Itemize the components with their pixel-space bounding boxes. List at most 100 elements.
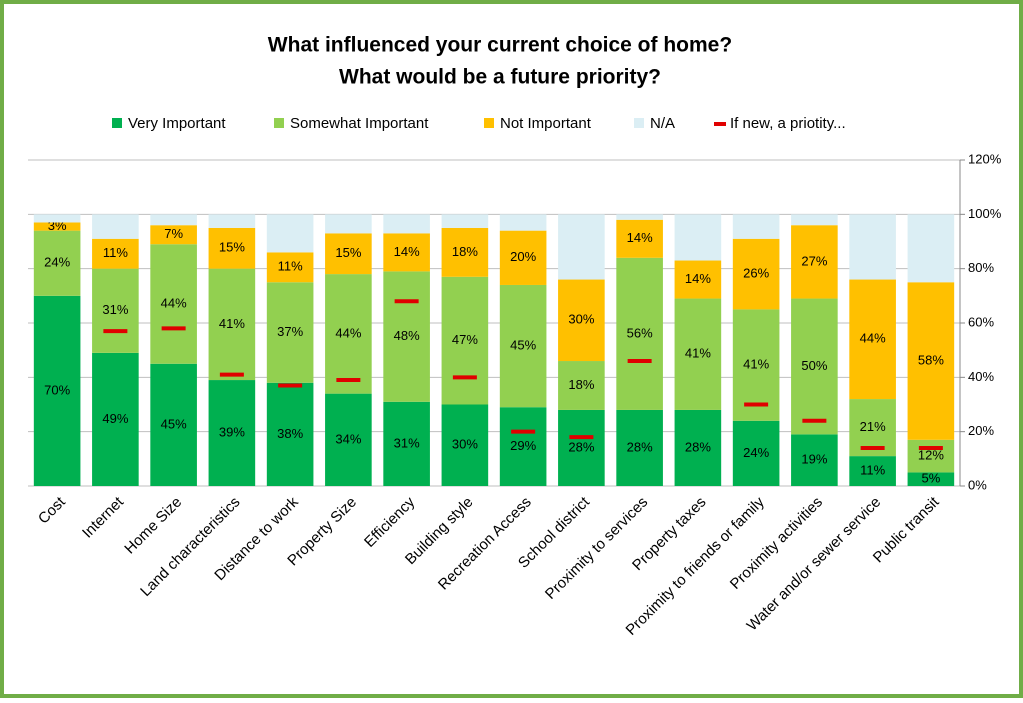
legend-swatch [714,122,726,126]
bar-segment [92,238,139,269]
bar-segment [383,233,430,272]
bar-segment [325,393,372,486]
legend-swatch [484,118,494,128]
bar-segment [92,214,139,239]
data-label: 45% [161,416,187,431]
data-label: 19% [801,452,827,467]
bar-segment [558,214,605,280]
legend-label: Somewhat Important [290,115,429,132]
data-label: 30% [568,312,594,327]
chart-title: What influenced your current choice of h… [268,34,732,57]
bar-segment [558,409,605,486]
data-label: 24% [743,445,769,460]
bar-segment [674,214,722,261]
bar-segment [558,279,605,362]
bar-segment [150,363,197,486]
y-tick-label: 60% [968,314,994,329]
bar-segment [732,214,780,239]
bar-segment [558,361,605,410]
data-label: 26% [743,266,769,281]
bar-segment [325,274,372,394]
bar-segment [499,407,547,486]
bar-segment [849,456,896,486]
bar-segment [849,214,896,280]
bar-segment [33,230,81,296]
bar-segment [674,260,722,299]
legend-label: N/A [650,115,675,132]
data-label: 14% [685,271,711,286]
bar-segment [849,279,896,400]
data-label: 18% [452,244,478,259]
data-label: 11% [103,245,128,260]
data-label: 31% [102,302,128,317]
bar-segment [441,276,489,405]
data-label: 15% [335,245,361,260]
data-label: 21% [860,419,886,434]
bar-segment [441,214,489,228]
bar-segment [383,214,430,234]
bar-segment [732,238,780,310]
bar-segment [325,233,372,275]
bar-segment [674,409,722,486]
y-tick-label: 40% [968,369,994,384]
data-label: 44% [335,325,361,340]
data-label: 28% [568,439,594,454]
bar-segment [150,214,197,226]
bar-segment [266,382,314,486]
bar-segment [791,434,838,486]
data-label: 7% [164,226,183,241]
bar-segment [907,439,955,473]
bar-segment [791,214,838,226]
bar-segment [732,309,780,421]
data-label: 20% [510,249,536,264]
data-label: 44% [161,295,187,310]
data-label: 5% [921,471,940,486]
data-label: 70% [44,382,70,397]
bar-segment [92,352,139,486]
data-label: 58% [918,352,944,367]
data-label: 31% [394,435,420,450]
bar-segment [150,244,197,364]
bar-segment [208,214,256,228]
legend-swatch [274,118,284,128]
bar-segment [499,284,547,408]
data-label: 11% [278,259,303,274]
bar-segment [441,227,489,277]
bar-segment [383,401,430,486]
bar-segment [616,219,663,258]
chart-title: What would be a future priority? [339,66,661,89]
bar-segment [208,380,256,486]
data-label: 41% [685,346,711,361]
bar-segment [266,214,314,253]
bar-segment [907,472,955,486]
legend-label: Very Important [128,115,226,132]
bar-segment [266,282,314,383]
bar-segment [208,227,256,269]
bar-segment [33,222,81,231]
bar-segment [732,420,780,486]
legend-swatch [112,118,122,128]
bar-segment [150,225,197,245]
data-label: 37% [277,324,303,339]
data-label: 44% [860,331,886,346]
y-tick-label: 100% [968,206,1002,221]
y-tick-label: 20% [968,423,994,438]
data-label: 41% [219,316,245,331]
data-label: 41% [743,357,769,372]
data-label: 11% [860,462,885,477]
data-label: 39% [219,424,245,439]
data-label: 14% [627,230,653,245]
data-label: 30% [452,437,478,452]
data-label: 28% [627,439,653,454]
y-tick-label: 0% [968,477,987,492]
legend-label: If new, a priotity... [730,115,846,132]
bar-segment [616,409,663,486]
y-tick-label: 80% [968,260,994,275]
data-label: 12% [918,448,944,463]
legend-swatch [634,118,644,128]
data-label: 38% [277,426,303,441]
data-label: 48% [394,328,420,343]
bar-segment [907,282,955,440]
data-label: 49% [102,411,128,426]
